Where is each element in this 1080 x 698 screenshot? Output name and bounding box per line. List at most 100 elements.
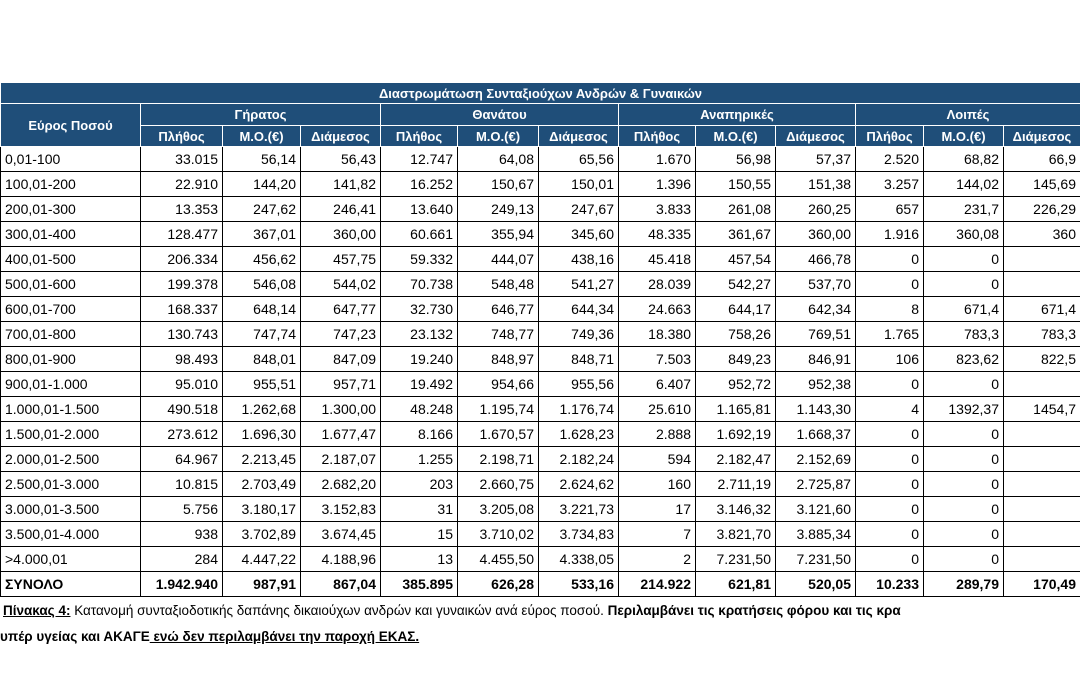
cell: 273.612 <box>140 421 223 447</box>
cell: 2.725,87 <box>775 471 856 497</box>
cell: 2.520 <box>855 146 924 172</box>
cell: 56,43 <box>300 146 381 172</box>
cell: 748,77 <box>457 321 539 347</box>
cell: 846,91 <box>775 346 856 372</box>
cell: 247,62 <box>222 196 301 222</box>
column-header: Πλήθος <box>140 125 223 147</box>
cell: 7.231,50 <box>695 546 776 572</box>
cell: 160 <box>618 471 696 497</box>
cell: 0 <box>855 371 924 397</box>
cell: 150,01 <box>538 171 619 197</box>
data-row: 300,01-400 128.477 367,01 360,00 60.661 355,9… <box>0 221 1080 247</box>
cell: 952,38 <box>775 371 856 397</box>
column-header: Μ.Ο.(€) <box>695 125 776 147</box>
data-row: 100,01-200 22.910 144,20 141,82 16.252 150,67… <box>0 171 1080 197</box>
cell: 24.663 <box>618 296 696 322</box>
cell: 13.353 <box>140 196 223 222</box>
cell: 360,08 <box>923 221 1004 247</box>
cell: 8.166 <box>380 421 458 447</box>
cell: 249,13 <box>457 196 539 222</box>
cell: 1.143,30 <box>775 396 856 422</box>
data-row: 600,01-700 168.337 648,14 647,77 32.730 646,7… <box>0 296 1080 322</box>
cell: 0 <box>923 546 1004 572</box>
column-header: Διάμεσος <box>300 125 381 147</box>
row-label: 100,01-200 <box>0 171 141 197</box>
row-label: 400,01-500 <box>0 246 141 272</box>
cell: 48.248 <box>380 396 458 422</box>
cell: 13.640 <box>380 196 458 222</box>
cell: 284 <box>140 546 223 572</box>
cell: 3.885,34 <box>775 521 856 547</box>
table-title: Διαστρωμάτωση Συνταξιούχων Ανδρών & Γυνα… <box>0 82 1080 104</box>
cell: 168.337 <box>140 296 223 322</box>
cell: 6.407 <box>618 371 696 397</box>
row-label: 1.500,01-2.000 <box>0 421 141 447</box>
cell: 144,20 <box>222 171 301 197</box>
cell: 0 <box>855 521 924 547</box>
column-header: Διάμεσος <box>538 125 619 147</box>
cell: 1.916 <box>855 221 924 247</box>
cell: 1.262,68 <box>222 396 301 422</box>
cell: 541,27 <box>538 271 619 297</box>
cell <box>1003 521 1080 547</box>
cell: 68,82 <box>923 146 1004 172</box>
cell: 952,72 <box>695 371 776 397</box>
cell: 25.610 <box>618 396 696 422</box>
cell: 2.198,71 <box>457 446 539 472</box>
cell: 7.231,50 <box>775 546 856 572</box>
cell <box>1003 271 1080 297</box>
caption-label: Πίνακας 4: <box>3 603 71 618</box>
cell: 456,62 <box>222 246 301 272</box>
cell: 647,77 <box>300 296 381 322</box>
cell: 0 <box>855 496 924 522</box>
cell: 3.152,83 <box>300 496 381 522</box>
cell: 1.628,23 <box>538 421 619 447</box>
cell: 64.967 <box>140 446 223 472</box>
cell: 848,71 <box>538 346 619 372</box>
data-row: 900,01-1.000 95.010 955,51 957,71 19.492 954,… <box>0 371 1080 397</box>
cell <box>1003 471 1080 497</box>
cell: 594 <box>618 446 696 472</box>
group-header: Αναπηρικές <box>618 103 856 126</box>
cell: 4 <box>855 396 924 422</box>
total-row: ΣΥΝΟΛΟ 1.942.940 987,91 867,04 385.895 626,28… <box>0 571 1080 597</box>
cell: 0 <box>855 446 924 472</box>
cell: 1.165,81 <box>695 396 776 422</box>
cell: 56,98 <box>695 146 776 172</box>
cell: 22.910 <box>140 171 223 197</box>
cell: 444,07 <box>457 246 539 272</box>
cell: 13 <box>380 546 458 572</box>
cell: 1.670 <box>618 146 696 172</box>
cell: 823,62 <box>923 346 1004 372</box>
cell: 848,01 <box>222 346 301 372</box>
cell: 642,34 <box>775 296 856 322</box>
cell: 1.300,00 <box>300 396 381 422</box>
cell: 955,56 <box>538 371 619 397</box>
caption-line-1: Πίνακας 4: Κατανομή συνταξιοδοτικής δαπά… <box>3 603 1080 618</box>
row-label: 2.500,01-3.000 <box>0 471 141 497</box>
cell: 648,14 <box>222 296 301 322</box>
row-label: ΣΥΝΟΛΟ <box>0 571 141 597</box>
cell: 360 <box>1003 221 1080 247</box>
column-header: Πλήθος <box>618 125 696 147</box>
cell: 0 <box>855 546 924 572</box>
cell: 7 <box>618 521 696 547</box>
cell: 98.493 <box>140 346 223 372</box>
cell: 345,60 <box>538 221 619 247</box>
cell: 783,3 <box>1003 321 1080 347</box>
cell: 1.670,57 <box>457 421 539 447</box>
cell: 671,4 <box>923 296 1004 322</box>
cell: 657 <box>855 196 924 222</box>
cell: 3.734,83 <box>538 521 619 547</box>
group-header: Θανάτου <box>380 103 619 126</box>
cell: 203 <box>380 471 458 497</box>
cell: 0 <box>855 271 924 297</box>
cell: 0 <box>923 271 1004 297</box>
cell: 10.233 <box>855 571 924 597</box>
group-row: Εύρος Ποσού Γήρατος Θανάτου Αναπηρικές Λοιπέ… <box>0 103 1080 147</box>
cell: 867,04 <box>300 571 381 597</box>
cell: 954,66 <box>457 371 539 397</box>
cell: 199.378 <box>140 271 223 297</box>
table-body: 0,01-100 33.015 56,14 56,43 12.747 64,08 65,56… <box>0 146 1080 597</box>
cell: 0 <box>855 246 924 272</box>
